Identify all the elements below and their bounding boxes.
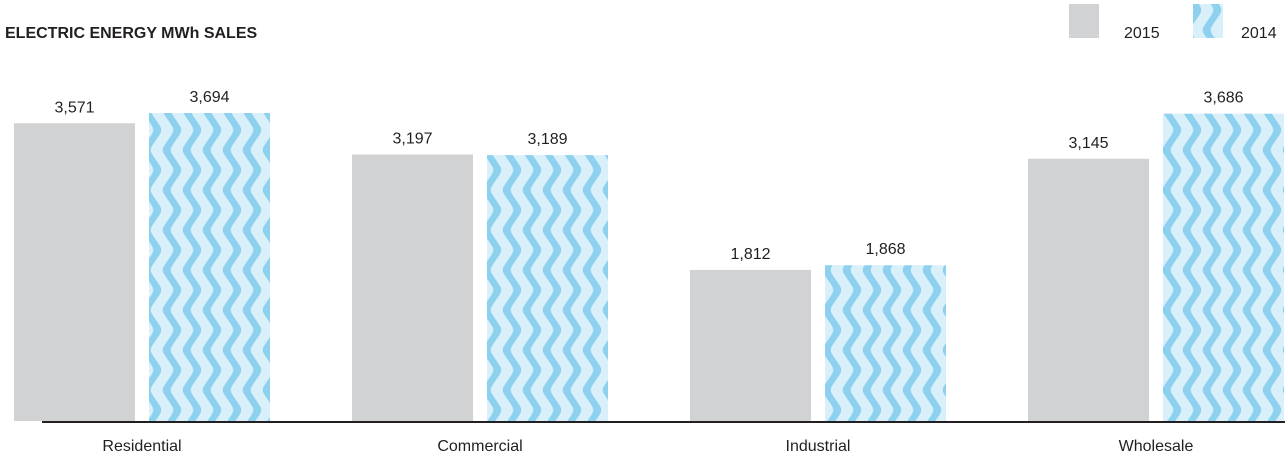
- bar-commercial-2014: [487, 155, 608, 421]
- legend-label-2014: 2014: [1241, 25, 1277, 42]
- chart-title: ELECTRIC ENERGY MWh SALES: [5, 25, 257, 42]
- value-label-industrial-2015: 1,812: [730, 246, 770, 263]
- bar-residential-2014: [149, 113, 270, 421]
- bar-wholesale-2015: [1028, 158, 1149, 421]
- category-label-wholesale: Wholesale: [1119, 438, 1194, 454]
- legend-item-2015: 2015: [1069, 4, 1160, 42]
- value-label-industrial-2014: 1,868: [865, 241, 905, 258]
- legend-label-2015: 2015: [1124, 25, 1160, 42]
- bar-residential-2015: [14, 123, 135, 421]
- category-labels: Residential Commercial Industrial Wholesale: [102, 438, 1193, 454]
- category-label-commercial: Commercial: [437, 438, 522, 454]
- bars: [14, 113, 1284, 422]
- value-label-wholesale-2014: 3,686: [1203, 90, 1243, 107]
- value-label-residential-2015: 3,571: [54, 99, 94, 116]
- legend-swatch-2015: [1069, 4, 1099, 38]
- bar-industrial-2015: [690, 269, 811, 421]
- legend: 2015 2014: [1069, 4, 1277, 42]
- category-label-residential: Residential: [102, 438, 181, 454]
- legend-item-2014: 2014: [1193, 4, 1277, 42]
- value-label-residential-2014: 3,694: [189, 89, 229, 106]
- bar-industrial-2014: [825, 265, 946, 421]
- value-label-commercial-2014: 3,189: [527, 131, 567, 148]
- value-label-commercial-2015: 3,197: [392, 130, 432, 147]
- legend-swatch-2014: [1193, 4, 1223, 38]
- value-labels: 3,571 3,694 3,197 3,189 1,812 1,868 3,145 3,686: [54, 89, 1243, 263]
- value-label-wholesale-2015: 3,145: [1068, 135, 1108, 152]
- bar-wholesale-2014: [1163, 113, 1284, 422]
- bar-commercial-2015: [352, 154, 473, 421]
- category-label-industrial: Industrial: [786, 438, 851, 454]
